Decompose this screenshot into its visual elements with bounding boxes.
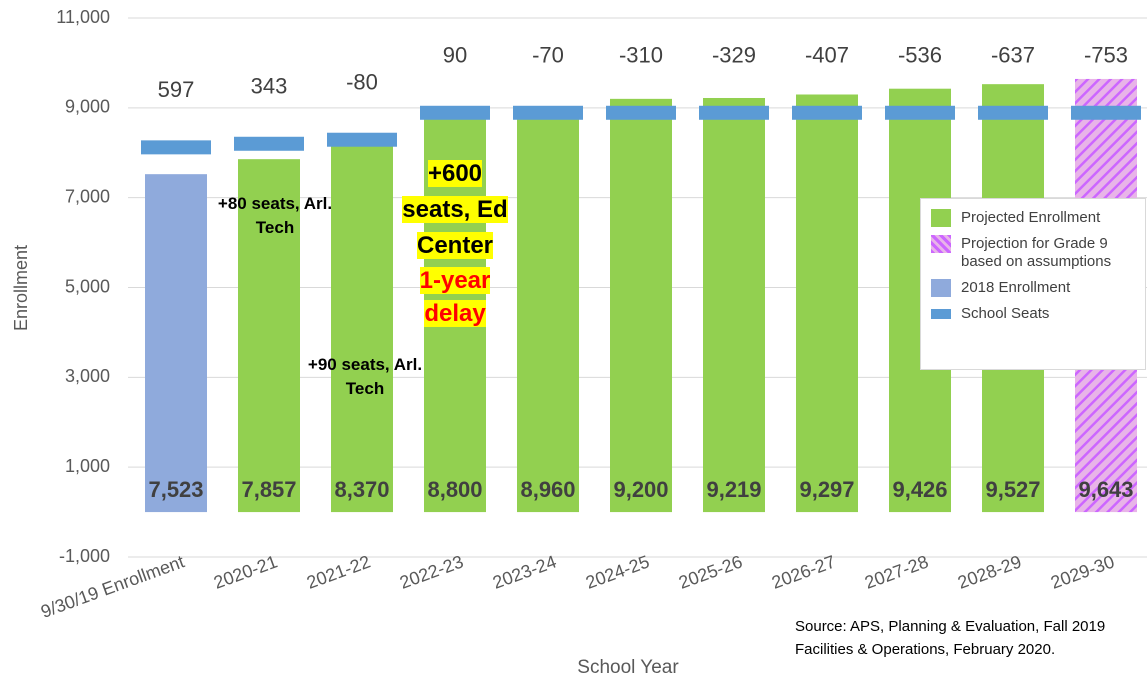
seat-marker: [699, 105, 769, 120]
seat-balance-label: -329: [712, 43, 756, 68]
annotation-text: +90 seats, Arl. Tech: [307, 355, 423, 398]
bar: [331, 136, 393, 513]
seat-balance-label: -80: [346, 70, 378, 95]
bar: [238, 159, 300, 513]
annotation: +90 seats, Arl. Tech: [305, 353, 425, 401]
seat-balance-label: -637: [991, 43, 1035, 68]
seat-balance-label: 597: [158, 77, 195, 102]
x-axis-title: School Year: [577, 657, 679, 678]
source: Facilities & Operations, February 2020.: [795, 641, 1056, 658]
value-label: 7,857: [241, 477, 296, 502]
seat-marker: [885, 105, 955, 120]
legend-label: Projected Enrollment: [961, 209, 1101, 226]
value-label: 7,523: [148, 477, 203, 502]
x-tick-label: 2028-29: [955, 551, 1024, 592]
seat-balance-label: -407: [805, 43, 849, 68]
seat-marker: [327, 132, 397, 147]
legend-item: Projection for Grade 9 based on assumpti…: [931, 235, 1145, 271]
x-tick-label: 2027-28: [862, 551, 931, 592]
seat-balance-label: -753: [1084, 43, 1128, 68]
x-tick-label: 2026-27: [769, 551, 838, 592]
value-label: 9,219: [706, 477, 761, 502]
x-tick-label: 2022-23: [397, 551, 466, 592]
value-label: 9,527: [985, 477, 1040, 502]
annotation: +600 seats, Ed Center: [395, 156, 515, 264]
y-tick-label: 5,000: [65, 276, 110, 296]
x-tick-label: 2021-22: [304, 551, 373, 592]
legend-swatch: [931, 235, 951, 253]
source: Source: APS, Planning & Evaluation, Fall…: [795, 618, 1106, 635]
y-tick-label: 1,000: [65, 456, 110, 476]
legend-item: 2018 Enrollment: [931, 279, 1145, 297]
annotation: 1-year delay: [395, 264, 515, 330]
legend-swatch: [931, 209, 951, 227]
annotation: +80 seats, Arl. Tech: [215, 192, 335, 240]
seat-marker: [792, 105, 862, 120]
x-tick-label: 2020-21: [211, 551, 280, 592]
bar: [145, 174, 207, 513]
seat-marker: [420, 105, 490, 120]
seat-marker: [1071, 105, 1141, 120]
legend: Projected Enrollment Projection for Grade…: [920, 198, 1146, 370]
bar: [610, 98, 672, 513]
legend-swatch: [931, 309, 951, 319]
legend-swatch: [931, 279, 951, 297]
seat-marker: [513, 105, 583, 120]
bar: [517, 109, 579, 513]
seat-balance-label: -310: [619, 43, 663, 68]
legend-label: School Seats: [961, 305, 1050, 322]
annotation-text: +600 seats, Ed Center: [402, 160, 508, 259]
seat-balance-label: -70: [532, 43, 564, 68]
x-tick-label: 2029-30: [1048, 551, 1117, 592]
seat-marker: [978, 105, 1048, 120]
y-axis-title: Enrollment: [11, 245, 31, 331]
x-tick-label: 2024-25: [583, 551, 652, 592]
value-label: 8,800: [427, 477, 482, 502]
seat-marker: [606, 105, 676, 120]
y-tick-label: 11,000: [56, 7, 110, 27]
legend-label: Projection for Grade 9 based on assumpti…: [961, 235, 1112, 270]
value-label: 9,643: [1078, 477, 1133, 502]
annotation-text: 1-year delay: [419, 267, 491, 327]
seat-balance-label: -536: [898, 43, 942, 68]
value-label: 8,960: [520, 477, 575, 502]
legend-item: Projected Enrollment: [931, 209, 1145, 227]
legend-label: 2018 Enrollment: [961, 279, 1071, 296]
seat-marker: [234, 136, 304, 151]
y-tick-label: 9,000: [65, 97, 110, 117]
bar: [796, 94, 858, 513]
annotation-text: +80 seats, Arl. Tech: [217, 194, 333, 237]
bar: [703, 97, 765, 513]
value-label: 9,200: [613, 477, 668, 502]
y-tick-label: -1,000: [59, 546, 110, 566]
legend-item: School Seats: [931, 305, 1145, 323]
seat-balance-label: 90: [443, 43, 467, 68]
y-tick-label: 3,000: [65, 366, 110, 386]
value-label: 9,426: [892, 477, 947, 502]
x-tick-label: 2025-26: [676, 551, 745, 592]
seat-marker: [141, 140, 211, 155]
y-tick-label: 7,000: [65, 186, 110, 206]
x-tick-label: 2023-24: [490, 551, 559, 592]
value-label: 9,297: [799, 477, 854, 502]
seat-balance-label: 343: [251, 74, 288, 99]
value-label: 8,370: [334, 477, 389, 502]
